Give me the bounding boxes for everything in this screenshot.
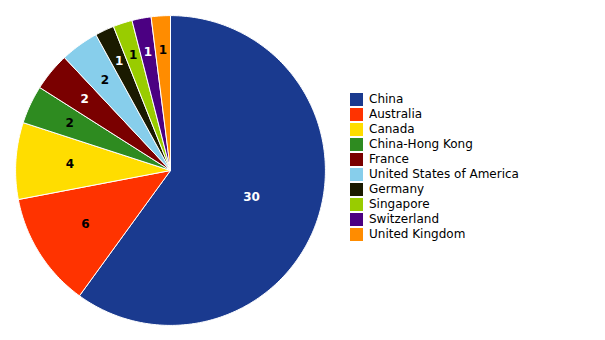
html-text:Switzerland: Switzerland <box>369 212 439 226</box>
svg-text:4: 4 <box>66 157 74 171</box>
html-text:Germany: Germany <box>369 182 425 196</box>
html-text:United States of America: United States of America <box>369 167 519 181</box>
svg-text:2: 2 <box>80 92 88 106</box>
html-text:Singapore: Singapore <box>369 197 430 211</box>
html-text:China: China <box>369 92 404 106</box>
svg-text:2: 2 <box>65 116 73 130</box>
html-text:China-Hong Kong: China-Hong Kong <box>369 137 473 151</box>
svg-text:2: 2 <box>101 73 109 87</box>
svg-text:6: 6 <box>81 217 89 231</box>
svg-text:1: 1 <box>144 45 152 59</box>
html-text:United Kingdom: United Kingdom <box>369 227 466 241</box>
html-text:France: France <box>369 152 409 166</box>
svg-text:1: 1 <box>115 54 123 68</box>
html-text:Canada: Canada <box>369 122 415 136</box>
html-text:Australia: Australia <box>369 107 423 121</box>
svg-text:30: 30 <box>243 190 260 204</box>
svg-text:1: 1 <box>129 48 137 62</box>
svg-text:1: 1 <box>159 43 167 57</box>
